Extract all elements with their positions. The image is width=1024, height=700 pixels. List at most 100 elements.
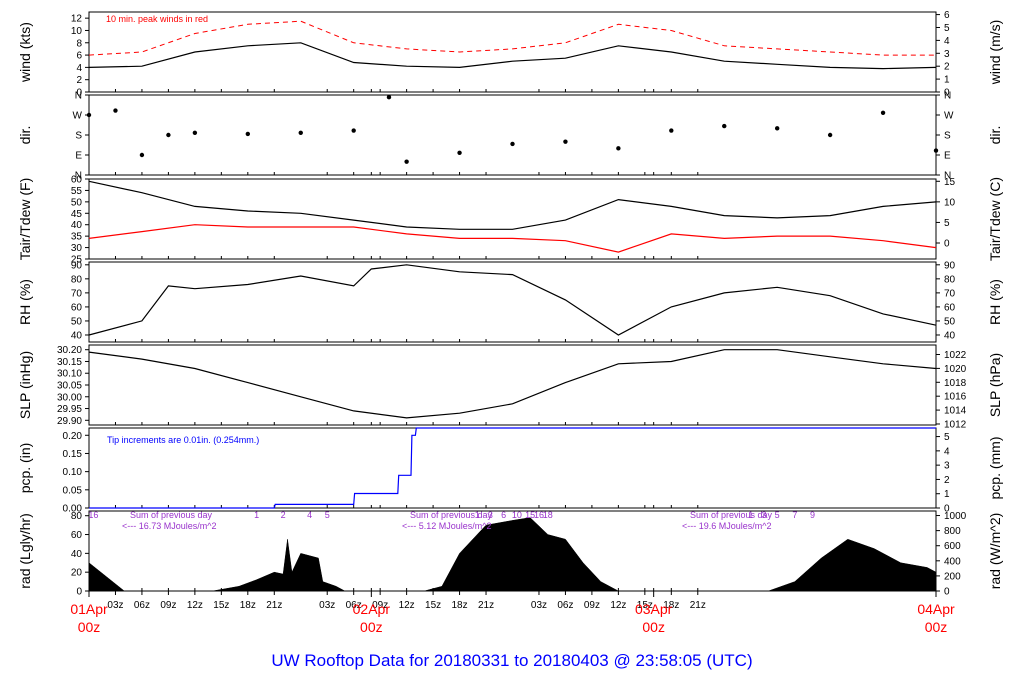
y-tick-label-right: 60	[944, 302, 956, 313]
x-day-label: 02Apr	[353, 601, 391, 617]
hour-mark: 16	[534, 510, 544, 520]
series-line-tair	[88, 180, 937, 230]
hour-mark: 10	[512, 510, 522, 520]
dir-point	[386, 95, 392, 100]
y-tick-label-left: 29.90	[57, 416, 82, 427]
y-tick-label-left: 40	[71, 549, 83, 560]
hour-mark: 18	[543, 510, 553, 520]
y-tick-label-right: 80	[944, 274, 956, 285]
y-tick-label-right: E	[944, 151, 951, 162]
y-tick-label-left: 30.10	[57, 369, 82, 380]
y-tick-label-left: 10	[71, 26, 83, 37]
panel-frame	[88, 94, 937, 176]
hour-mark: 6	[501, 510, 506, 520]
x-tick-label: 18z	[452, 600, 468, 611]
y-tick-label-right: W	[944, 111, 954, 122]
y-tick-label-right: 1020	[944, 364, 967, 375]
hour-mark: 4	[307, 510, 312, 520]
y-tick-label-right: 4	[944, 446, 950, 457]
y-tick-label-right: 70	[944, 288, 956, 299]
y-tick-label-right: 0	[944, 88, 950, 99]
x-tick-label: 03z	[107, 600, 123, 611]
panel-slp: SLP (inHg) SLP (hPa)29.9029.9530.0030.053…	[17, 344, 1003, 430]
y-tick-label-left: 30.15	[57, 357, 82, 368]
x-tick-label: 15z	[213, 600, 229, 611]
y-tick-label-left: N	[75, 171, 82, 182]
y-label-left: pcp. (in)	[17, 443, 33, 494]
dir-point	[827, 132, 833, 138]
y-tick-label-left: 70	[71, 288, 83, 299]
y-tick-label-right: 800	[944, 526, 961, 537]
y-tick-label-left: 4	[76, 63, 82, 74]
panel-frame	[88, 11, 937, 93]
y-tick-label-left: 0.00	[63, 504, 83, 515]
y-tick-label-left: 35	[71, 232, 83, 243]
hour-mark: 15	[525, 510, 535, 520]
y-tick-label-left: 29.95	[57, 404, 82, 415]
y-tick-label-left: 6	[76, 51, 82, 62]
series-line-10-min-peak-winds	[88, 20, 936, 56]
hour-mark: 3	[761, 510, 766, 520]
dir-point	[245, 131, 251, 137]
y-tick-label-right: 3	[944, 461, 950, 472]
day-sum-value: <--- 19.6 MJoules/m^2	[682, 521, 772, 531]
y-tick-label-left: 40	[71, 330, 83, 341]
x-tick-label: 06z	[346, 600, 362, 611]
y-tick-label-left: 0	[76, 587, 82, 598]
y-tick-label-right: 5	[944, 432, 950, 443]
x-tick-label: 03z	[531, 600, 547, 611]
y-tick-label-left: 55	[71, 186, 83, 197]
y-tick-label-right: 3	[944, 49, 950, 60]
y-tick-label-right: 1022	[944, 350, 967, 361]
y-tick-label-left: 25	[71, 255, 83, 266]
panel-temp: Tair/Tdew (F) Tair/Tdew (C)25303540455055…	[17, 175, 1003, 266]
y-tick-label-left: 80	[71, 274, 83, 285]
dir-point	[669, 128, 674, 133]
x-day-zone: 00z	[78, 619, 101, 635]
x-tick-label: 12z	[187, 600, 203, 611]
y-tick-label-right: 2	[944, 62, 950, 73]
y-tick-label-right: 90	[944, 260, 956, 271]
y-label-right: wind (m/s)	[987, 20, 1003, 86]
y-tick-label-left: 90	[71, 260, 83, 271]
dir-point	[510, 141, 515, 147]
x-day-label: 04Apr	[917, 601, 955, 617]
y-tick-label-left: 0	[76, 88, 82, 99]
series-line-cumulative-precipitation	[89, 427, 936, 509]
y-tick-label-left: 50	[71, 197, 83, 208]
dir-point	[192, 130, 198, 135]
y-tick-label-left: 12	[71, 14, 83, 25]
y-label-left: wind (kts)	[17, 22, 33, 83]
x-tick-label: 09z	[372, 600, 388, 611]
chart-title: UW Rooftop Data for 20180331 to 20180403…	[271, 651, 752, 670]
hour-mark: 7	[792, 510, 797, 520]
y-tick-label-right: 1016	[944, 392, 967, 403]
y-tick-label-left: 30.05	[57, 381, 82, 392]
y-tick-label-right: 4	[944, 36, 950, 47]
hour-mark: 2	[281, 510, 286, 520]
y-tick-label-left: 45	[71, 209, 83, 220]
dir-point	[563, 139, 568, 144]
x-day-label: 03Apr	[635, 601, 673, 617]
y-tick-label-right: 5	[944, 218, 950, 229]
y-tick-label-left: 0.05	[63, 485, 83, 496]
series-line-wind-speed	[88, 42, 937, 70]
y-label-right: dir.	[987, 126, 1003, 145]
x-day-zone: 00z	[360, 619, 383, 635]
hour-mark: 5	[775, 510, 780, 520]
y-tick-label-left: 60	[71, 530, 83, 541]
x-tick-label: 06z	[134, 600, 150, 611]
dir-point	[113, 108, 118, 113]
y-label-right: RH (%)	[987, 279, 1003, 325]
hour-mark: 16	[88, 510, 98, 520]
y-label-right: SLP (hPa)	[987, 353, 1003, 417]
x-tick-label: 21z	[690, 600, 706, 611]
y-tick-label-right: 1	[944, 75, 950, 86]
y-tick-label-right: 1000	[944, 511, 967, 522]
dir-point	[774, 126, 780, 131]
series-line-rh	[88, 264, 937, 336]
dir-point	[404, 159, 409, 164]
y-tick-label-right: 2	[944, 475, 950, 486]
